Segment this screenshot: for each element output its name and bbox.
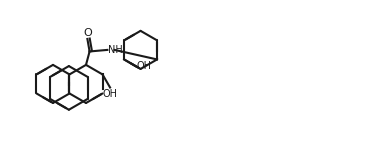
Text: O: O	[83, 28, 92, 38]
Text: NH: NH	[108, 45, 123, 55]
Text: OH: OH	[137, 61, 152, 71]
Text: OH: OH	[103, 90, 118, 99]
